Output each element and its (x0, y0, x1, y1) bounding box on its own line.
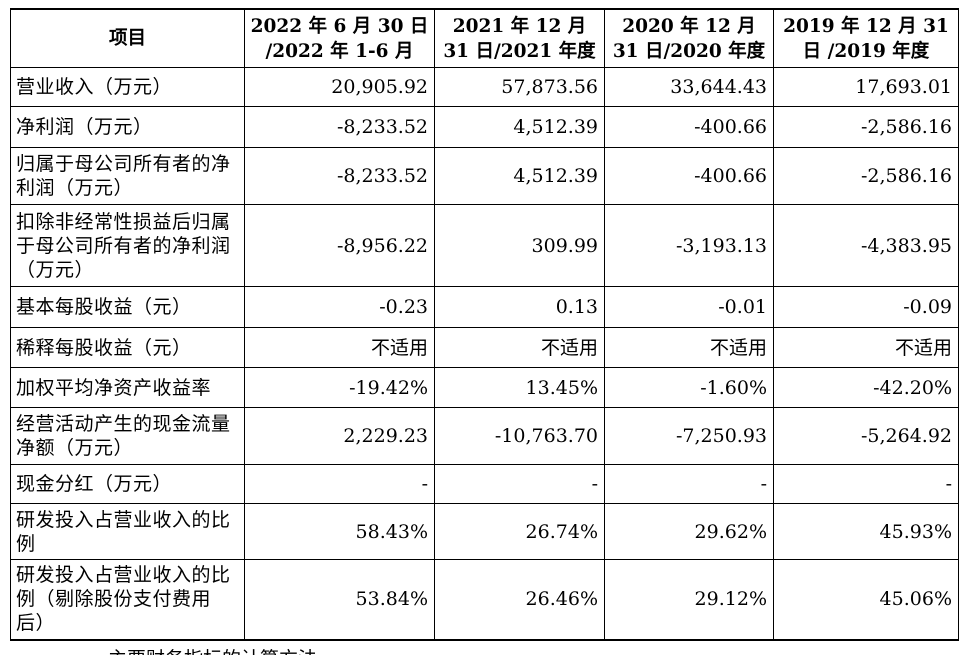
cell-value: -0.09 (773, 286, 959, 328)
cell-value: 26.74% (434, 503, 605, 560)
cell-value: -8,233.52 (244, 106, 435, 148)
financial-indicators-table: 项目 2022 年 6 月 30 日 /2022 年 1-6 月 2021 年 … (10, 8, 959, 641)
row-label: 加权平均净资产收益率 (10, 367, 245, 408)
row-label: 研发投入占营业收入的比例（剔除股份支付费用后） (10, 559, 245, 641)
cell-value: -5,264.92 (773, 407, 959, 465)
cell-value: -0.23 (244, 286, 435, 328)
row-label: 现金分红（万元） (10, 464, 245, 504)
cell-value: - (434, 464, 605, 504)
row-label: 净利润（万元） (10, 106, 245, 148)
cell-value: -0.01 (604, 286, 774, 328)
header-period-2020: 2020 年 12 月 31 日/2020 年度 (604, 8, 774, 68)
cell-value: 不适用 (244, 327, 435, 368)
header-period-2019: 2019 年 12 月 31 日 /2019 年度 (773, 8, 959, 68)
table-row: 净利润（万元） -8,233.52 4,512.39 -400.66 -2,58… (10, 106, 959, 148)
table-row: 基本每股收益（元） -0.23 0.13 -0.01 -0.09 (10, 286, 959, 328)
cell-value: 53.84% (244, 559, 435, 641)
header-period-2021: 2021 年 12 月 31 日/2021 年度 (434, 8, 605, 68)
cell-value: -10,763.70 (434, 407, 605, 465)
row-label: 经营活动产生的现金流量净额（万元） (10, 407, 245, 465)
row-label: 研发投入占营业收入的比例 (10, 503, 245, 560)
cell-value: 4,512.39 (434, 147, 605, 205)
cell-value: 58.43% (244, 503, 435, 560)
cell-value: 17,693.01 (773, 67, 959, 107)
cell-value: 29.12% (604, 559, 774, 641)
table-row: 经营活动产生的现金流量净额（万元） 2,229.23 -10,763.70 -7… (10, 407, 959, 465)
cell-value: - (604, 464, 774, 504)
cell-value: 13.45% (434, 367, 605, 408)
table-header-row: 项目 2022 年 6 月 30 日 /2022 年 1-6 月 2021 年 … (10, 8, 959, 68)
cell-value: -400.66 (604, 147, 774, 205)
cell-value: 57,873.56 (434, 67, 605, 107)
table-row: 加权平均净资产收益率 -19.42% 13.45% -1.60% -42.20% (10, 367, 959, 408)
table-row: 营业收入（万元） 20,905.92 57,873.56 33,644.43 1… (10, 67, 959, 107)
cell-value: 309.99 (434, 204, 605, 287)
cell-value: 4,512.39 (434, 106, 605, 148)
cell-value: 45.93% (773, 503, 959, 560)
cell-value: - (773, 464, 959, 504)
cell-value: -8,956.22 (244, 204, 435, 287)
table-row: 稀释每股收益（元） 不适用 不适用 不适用 不适用 (10, 327, 959, 368)
cell-value: 26.46% (434, 559, 605, 641)
cell-value: 2,229.23 (244, 407, 435, 465)
cell-value: - (244, 464, 435, 504)
row-label: 稀释每股收益（元） (10, 327, 245, 368)
row-label: 扣除非经常性损益后归属于母公司所有者的净利润（万元） (10, 204, 245, 287)
cell-value: 29.62% (604, 503, 774, 560)
table-row: 扣除非经常性损益后归属于母公司所有者的净利润（万元） -8,956.22 309… (10, 204, 959, 287)
cell-value: -3,193.13 (604, 204, 774, 287)
cell-value: -19.42% (244, 367, 435, 408)
cell-value: 45.06% (773, 559, 959, 641)
table-row: 研发投入占营业收入的比例 58.43% 26.74% 29.62% 45.93% (10, 503, 959, 560)
cell-value: 不适用 (604, 327, 774, 368)
cell-value: 不适用 (773, 327, 959, 368)
cell-value: -42.20% (773, 367, 959, 408)
header-item: 项目 (10, 8, 245, 68)
cell-value: -4,383.95 (773, 204, 959, 287)
table-row: 归属于母公司所有者的净利润（万元） -8,233.52 4,512.39 -40… (10, 147, 959, 205)
row-label: 基本每股收益（元） (10, 286, 245, 328)
cell-value: 不适用 (434, 327, 605, 368)
cell-value: 20,905.92 (244, 67, 435, 107)
cell-value: -2,586.16 (773, 106, 959, 148)
table-row: 研发投入占营业收入的比例（剔除股份支付费用后） 53.84% 26.46% 29… (10, 559, 959, 641)
cell-value: -7,250.93 (604, 407, 774, 465)
table-row: 现金分红（万元） - - - - (10, 464, 959, 504)
cell-value: 0.13 (434, 286, 605, 328)
row-label: 归属于母公司所有者的净利润（万元） (10, 147, 245, 205)
cell-value: -2,586.16 (773, 147, 959, 205)
footnote-fragment: 主要财务指标的计算方法 (108, 648, 408, 655)
row-label: 营业收入（万元） (10, 67, 245, 107)
cell-value: 33,644.43 (604, 67, 774, 107)
cell-value: -8,233.52 (244, 147, 435, 205)
header-period-2022h1: 2022 年 6 月 30 日 /2022 年 1-6 月 (244, 8, 435, 68)
cell-value: -1.60% (604, 367, 774, 408)
cell-value: -400.66 (604, 106, 774, 148)
